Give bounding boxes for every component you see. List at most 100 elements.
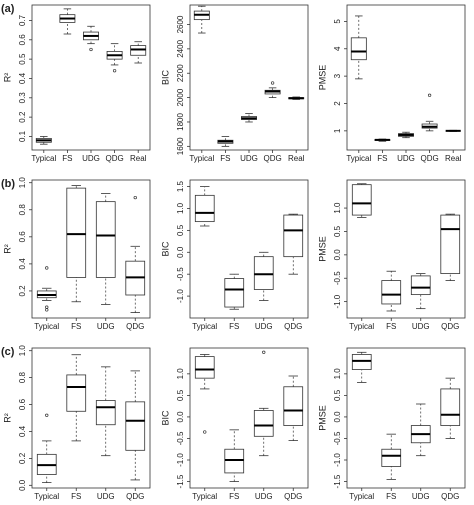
y-tick-label: 1 [333, 128, 342, 133]
y-tick-label: 2600 [176, 15, 185, 33]
x-tick-label: Typical [189, 154, 214, 163]
panel-label: (c) [1, 346, 15, 358]
plot-frame [189, 347, 309, 489]
x-tick-label: QDG [126, 322, 144, 331]
y-axis-label: PMSE [317, 236, 327, 262]
x-tick-label: QDG [284, 322, 302, 331]
y-tick-label: 0.5 [18, 53, 27, 65]
y-tick-label: -1.5 [176, 474, 185, 488]
y-tick-label: 1.0 [176, 368, 185, 380]
x-tick-label: FS [71, 322, 81, 331]
x-tick-label: Typical [31, 154, 56, 163]
box [351, 184, 372, 216]
y-tick-label: -0.5 [333, 271, 342, 285]
x-tick-label: UDG [255, 492, 273, 501]
box [194, 356, 215, 379]
plot-frame [189, 179, 309, 319]
y-tick-label: 1.0 [333, 368, 342, 380]
y-tick-label: 0.2 [18, 111, 27, 123]
plot-frame [31, 179, 151, 319]
outlier [203, 430, 207, 434]
x-tick-label: FS [220, 154, 230, 163]
x-tick-label: Typical [34, 492, 59, 501]
y-tick-label: 0.5 [333, 225, 342, 237]
y-tick-label: 0.6 [18, 398, 27, 410]
outlier [89, 47, 93, 52]
outlier [270, 81, 275, 85]
x-tick-label: UDG [412, 492, 430, 501]
box [224, 278, 245, 308]
y-tick-label: 0.0 [176, 246, 185, 258]
x-tick-label: Typical [349, 492, 374, 501]
box [283, 214, 304, 258]
y-tick-label: 5 [333, 19, 342, 24]
y-tick-label: 0.8 [18, 372, 27, 384]
y-tick-label: 0.0 [333, 411, 342, 423]
box [440, 214, 461, 274]
y-tick-label: 1.0 [18, 177, 27, 189]
y-axis-label: PMSE [317, 65, 327, 91]
x-tick-label: Real [130, 154, 147, 163]
y-tick-label: 0.3 [18, 92, 27, 104]
outlier [133, 195, 137, 200]
x-tick-label: FS [229, 322, 239, 331]
x-tick-label: Typical [346, 154, 371, 163]
box [95, 201, 116, 278]
y-axis-label: R² [2, 244, 12, 254]
y-axis-label: BIC [160, 241, 170, 257]
y-tick-label: 1.5 [176, 180, 185, 192]
panel-label: (a) [1, 3, 15, 15]
x-tick-label: UDG [82, 154, 100, 163]
x-tick-label: FS [62, 154, 72, 163]
x-tick-label: Typical [192, 322, 217, 331]
panel-label: (b) [1, 178, 15, 190]
y-tick-label: 0.5 [176, 389, 185, 401]
y-axis-label: PMSE [317, 405, 327, 431]
x-tick-label: QDG [284, 492, 302, 501]
box [224, 448, 245, 474]
y-axis-label: R² [2, 73, 12, 83]
y-tick-label: 0.4 [18, 258, 27, 270]
y-tick-label: 0.4 [18, 425, 27, 437]
outlier [262, 350, 266, 354]
x-tick-label: QDG [441, 322, 459, 331]
y-tick-label: 0.6 [18, 34, 27, 46]
x-tick-label: UDG [397, 154, 415, 163]
box [381, 280, 402, 305]
y-tick-label: 2000 [176, 88, 185, 106]
y-tick-label: 0.2 [18, 452, 27, 464]
y-tick-label: 1800 [176, 113, 185, 131]
y-tick-label: -1.0 [176, 289, 185, 303]
x-tick-label: Real [445, 154, 462, 163]
y-axis-label: BIC [160, 410, 170, 426]
y-tick-label: 2200 [176, 64, 185, 82]
plot-frame [189, 4, 309, 151]
box [253, 256, 274, 290]
y-tick-label: 0.0 [333, 249, 342, 261]
y-tick-label: -0.5 [176, 267, 185, 281]
y-tick-label: 2 [333, 101, 342, 106]
x-tick-label: Typical [34, 322, 59, 331]
y-tick-label: 0.1 [18, 130, 27, 142]
box [194, 194, 215, 223]
outlier [427, 93, 432, 97]
x-tick-label: UDG [240, 154, 258, 163]
y-axis-label: R² [2, 413, 12, 423]
x-tick-label: FS [229, 492, 239, 501]
y-tick-label: 0.4 [18, 72, 27, 84]
y-tick-label: 0.6 [18, 231, 27, 243]
x-tick-label: UDG [97, 492, 115, 501]
y-axis-label: BIC [160, 70, 170, 86]
x-tick-label: QDG [420, 154, 438, 163]
x-tick-label: Typical [192, 492, 217, 501]
plot-frame [31, 347, 151, 489]
box [350, 37, 367, 61]
box [283, 386, 304, 426]
y-tick-label: -1.5 [333, 474, 342, 488]
y-tick-label: 0.7 [18, 14, 27, 26]
box [381, 448, 402, 467]
y-tick-label: 0.8 [18, 204, 27, 216]
x-tick-label: QDG [441, 492, 459, 501]
x-tick-label: UDG [97, 322, 115, 331]
